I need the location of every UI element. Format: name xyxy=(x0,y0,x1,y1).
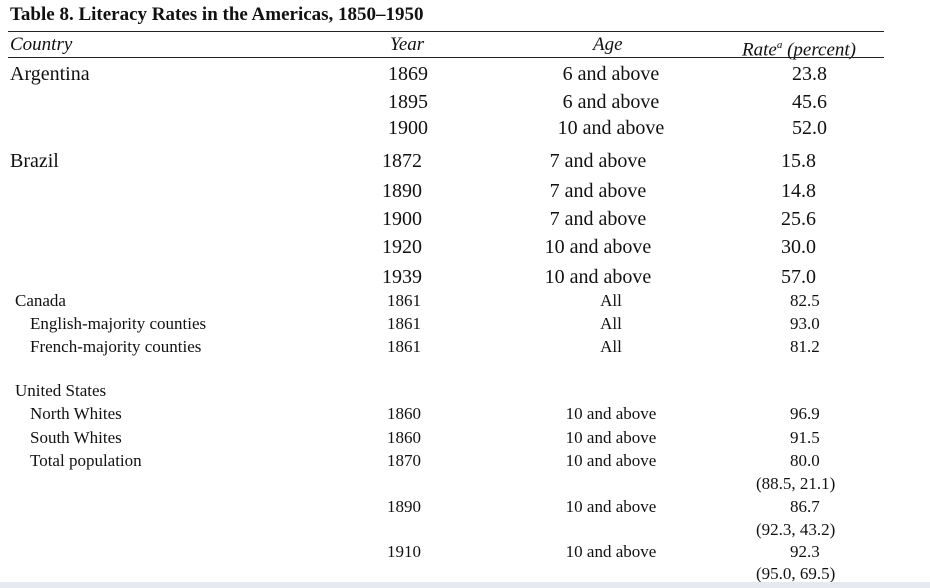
header-country: Country xyxy=(10,34,73,55)
rate-cell: 14.8 xyxy=(781,180,816,202)
row-label: English-majority counties xyxy=(30,314,207,333)
rate-cell: 81.2 xyxy=(790,337,820,356)
year-cell: 1900 xyxy=(388,117,428,139)
header-rate-footnote: a xyxy=(776,39,783,51)
year-cell: 1939 xyxy=(382,266,422,288)
rate-subvalues: (92.3, 43.2) xyxy=(756,520,836,539)
age-cell: All xyxy=(600,314,622,333)
rate-cell: 45.6 xyxy=(792,91,827,113)
rate-cell: 52.0 xyxy=(792,117,827,139)
rate-cell: 23.8 xyxy=(792,63,827,85)
rate-cell: 80.0 xyxy=(790,451,820,470)
age-cell: All xyxy=(600,337,622,356)
age-cell: 7 and above xyxy=(549,150,647,172)
rate-cell: 30.0 xyxy=(781,236,816,258)
year-cell: 1872 xyxy=(382,150,422,172)
age-cell: 7 and above xyxy=(549,208,647,230)
year-cell: 1890 xyxy=(382,180,422,202)
year-cell: 1860 xyxy=(387,404,421,423)
year-cell: 1890 xyxy=(387,497,421,516)
header-year: Year xyxy=(390,34,425,55)
rate-cell: 15.8 xyxy=(781,150,816,172)
rate-cell: 96.9 xyxy=(790,404,820,423)
rate-cell: 57.0 xyxy=(781,266,816,288)
age-cell: 10 and above xyxy=(557,117,665,139)
age-cell: 10 and above xyxy=(565,428,657,447)
year-cell: 1861 xyxy=(387,291,421,310)
year-cell: 1920 xyxy=(382,236,422,258)
country-brazil: Brazil xyxy=(10,150,59,172)
header-rate-label: Rate xyxy=(742,39,777,61)
country-united-states: United States xyxy=(15,381,107,400)
year-cell: 1860 xyxy=(387,428,421,447)
viewer-bottom-strip xyxy=(0,582,930,588)
rate-cell: 91.5 xyxy=(790,428,820,447)
age-cell: 10 and above xyxy=(565,451,657,470)
rate-cell: 25.6 xyxy=(781,208,816,230)
row-label: French-majority counties xyxy=(30,337,202,356)
header-age: Age xyxy=(593,34,623,55)
age-cell: 7 and above xyxy=(549,180,647,202)
age-cell: All xyxy=(600,291,622,310)
year-cell: 1900 xyxy=(382,208,422,230)
rate-subvalues: (88.5, 21.1) xyxy=(756,474,836,493)
age-cell: 10 and above xyxy=(544,236,652,258)
table-title: Table 8. Literacy Rates in the Americas,… xyxy=(10,4,424,25)
header-rate-unit: (percent) xyxy=(782,39,856,61)
rate-cell: 92.3 xyxy=(790,542,820,561)
header-rule xyxy=(8,57,884,58)
year-cell: 1910 xyxy=(387,542,421,561)
row-label: South Whites xyxy=(30,428,122,447)
year-cell: 1895 xyxy=(388,91,428,113)
rate-cell: 93.0 xyxy=(790,314,820,333)
country-canada: Canada xyxy=(15,291,66,310)
rate-subvalues: (95.0, 69.5) xyxy=(756,564,836,583)
rate-cell: 86.7 xyxy=(790,497,820,516)
top-rule xyxy=(8,31,884,32)
row-label: Total population xyxy=(30,451,142,470)
age-cell: 10 and above xyxy=(565,542,657,561)
age-cell: 6 and above xyxy=(562,91,660,113)
year-cell: 1870 xyxy=(387,451,421,470)
year-cell: 1869 xyxy=(388,63,428,85)
age-cell: 6 and above xyxy=(562,63,660,85)
rate-cell: 82.5 xyxy=(790,291,820,310)
age-cell: 10 and above xyxy=(565,404,657,423)
header-rate: Ratea (percent) xyxy=(742,34,856,61)
country-argentina: Argentina xyxy=(10,63,90,85)
row-label: North Whites xyxy=(30,404,122,423)
age-cell: 10 and above xyxy=(544,266,652,288)
year-cell: 1861 xyxy=(387,314,421,333)
age-cell: 10 and above xyxy=(565,497,657,516)
year-cell: 1861 xyxy=(387,337,421,356)
